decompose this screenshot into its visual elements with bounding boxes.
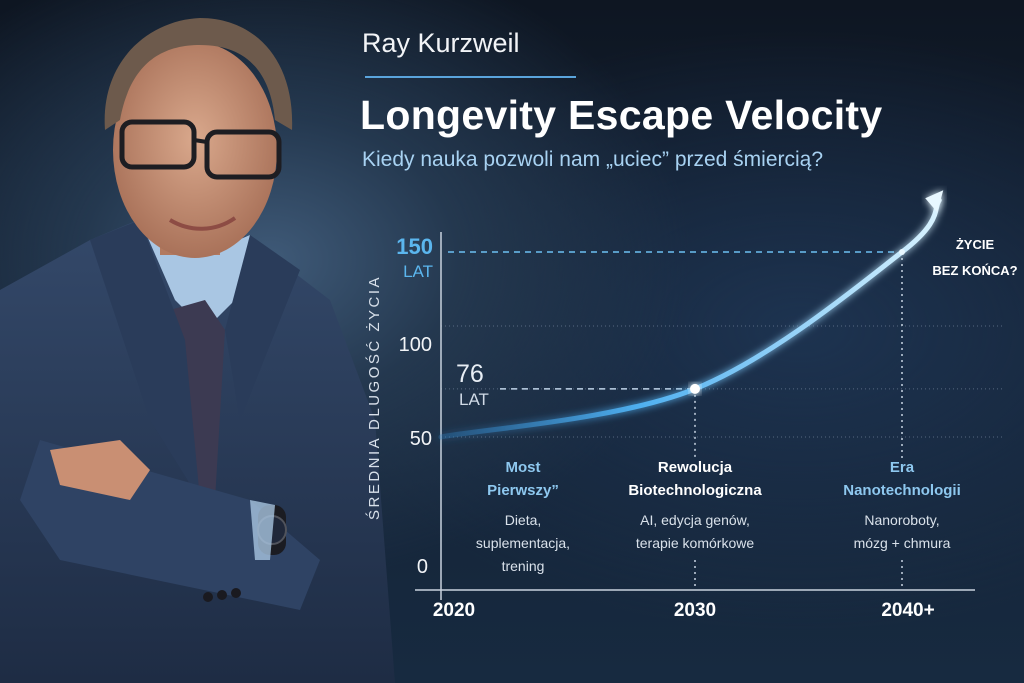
x-tick-2040: 2040+ [881,600,935,621]
page-subtitle: Kiedy nauka pozwoli nam „uciec” przed śm… [362,148,824,171]
y-tick-50: 50 [409,428,432,450]
y-axis-title: ŚREDNIA DLUGOŚĆ ŻYCIA [366,274,383,520]
phase-2-desc-1: AI, edycja genów, [640,512,750,528]
phase-3-desc-1: Nanoroboty, [864,512,940,528]
phase-2: Rewolucja Biotechnologiczna AI, edycja g… [600,455,790,555]
data-point-2030 [690,383,700,394]
x-tick-2030: 2030 [673,600,717,621]
phase-1-title-2: Pierwszy” [487,482,559,499]
phase-1-desc: Dieta, suplementacja, trening [428,509,618,578]
person-suit [0,215,395,683]
phase-1-title-1: Most [505,459,541,476]
phase-2-desc: AI, edycja genów, terapie komórkowe [600,509,790,555]
x-tick-2020: 2020 [432,600,476,621]
data-point-2040 [899,249,905,255]
y-tick-150: 150 [396,234,433,259]
phase-2-desc-2: terapie komórkowe [635,535,755,551]
phase-2-title-1: Rewolucja [657,459,733,476]
phase-3-title-1: Era [889,459,915,476]
phase-1-desc-3: trening [501,558,545,574]
arrow-head-icon [925,190,944,213]
endless-life-annotation: ŻYCIE BEZ KOŃCA? [925,232,1024,284]
name-underline [365,76,576,78]
phase-3: Era Nanotechnologii Nanoroboty, mózg + c… [807,455,997,555]
phase-1-desc-1: Dieta, [504,512,542,528]
page-title: Longevity Escape Velocity [360,92,883,138]
y-tick-0: 0 [416,556,428,578]
y-tick-100: 100 [398,334,432,356]
highlight-76-unit: LAT [459,390,489,409]
author-name: Ray Kurzweil [362,28,520,58]
phase-3-desc: Nanoroboty, mózg + chmura [807,509,997,555]
annotation-line-1: ŻYCIE [955,237,995,252]
highlight-76-value: 76 [456,360,484,388]
phase-3-desc-2: mózg + chmura [853,535,951,551]
annotation-line-2: BEZ KOŃCA? [932,263,1018,278]
person-head [104,18,293,258]
phase-1-desc-2: suplementacja, [475,535,571,551]
phase-1: Most Pierwszy” Dieta, suplementacja, tre… [428,455,618,578]
life-expectancy-curve [438,197,942,440]
phase-2-title-2: Biotechnologiczna [628,482,762,499]
phase-3-title-2: Nanotechnologii [843,482,961,499]
y-tick-150-unit: LAT [403,262,433,281]
